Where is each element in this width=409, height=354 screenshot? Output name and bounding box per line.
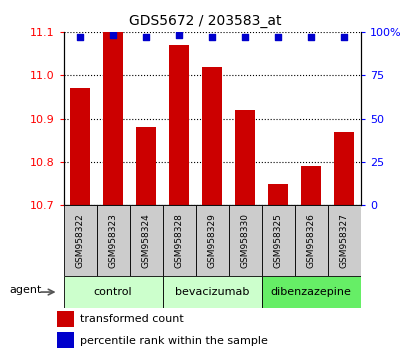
Point xyxy=(76,34,83,40)
Bar xyxy=(334,132,353,205)
Bar xyxy=(103,32,123,205)
Bar xyxy=(235,110,254,205)
Bar xyxy=(261,276,360,308)
Bar xyxy=(169,45,189,205)
Bar xyxy=(63,205,97,276)
Bar xyxy=(294,205,327,276)
Text: bevacizumab: bevacizumab xyxy=(175,287,249,297)
Bar xyxy=(70,88,90,205)
Text: GSM958330: GSM958330 xyxy=(240,213,249,268)
Text: GSM958324: GSM958324 xyxy=(141,213,150,268)
Bar xyxy=(202,67,222,205)
Text: GSM958322: GSM958322 xyxy=(75,213,84,268)
Text: GSM958327: GSM958327 xyxy=(339,213,348,268)
Point xyxy=(340,34,347,40)
Bar xyxy=(162,276,261,308)
Text: agent: agent xyxy=(9,285,42,296)
Bar xyxy=(261,205,294,276)
Bar xyxy=(63,276,162,308)
Point xyxy=(307,34,314,40)
Text: dibenzazepine: dibenzazepine xyxy=(270,287,351,297)
Point xyxy=(142,34,149,40)
Bar xyxy=(327,205,360,276)
Point xyxy=(110,33,116,38)
Point xyxy=(175,33,182,38)
Point xyxy=(241,34,248,40)
Bar xyxy=(195,205,228,276)
Text: GSM958323: GSM958323 xyxy=(108,213,117,268)
Bar xyxy=(162,205,195,276)
Bar xyxy=(136,127,156,205)
Bar xyxy=(267,184,288,205)
Text: GDS5672 / 203583_at: GDS5672 / 203583_at xyxy=(128,14,281,28)
Bar xyxy=(228,205,261,276)
Bar xyxy=(97,205,129,276)
Bar xyxy=(57,311,74,327)
Text: GSM958329: GSM958329 xyxy=(207,213,216,268)
Text: GSM958325: GSM958325 xyxy=(273,213,282,268)
Point xyxy=(274,34,281,40)
Text: GSM958326: GSM958326 xyxy=(306,213,315,268)
Text: percentile rank within the sample: percentile rank within the sample xyxy=(80,336,267,346)
Bar xyxy=(301,166,320,205)
Point xyxy=(208,34,215,40)
Text: control: control xyxy=(94,287,132,297)
Bar xyxy=(57,332,74,348)
Text: GSM958328: GSM958328 xyxy=(174,213,183,268)
Text: transformed count: transformed count xyxy=(80,314,183,325)
Bar xyxy=(129,205,162,276)
